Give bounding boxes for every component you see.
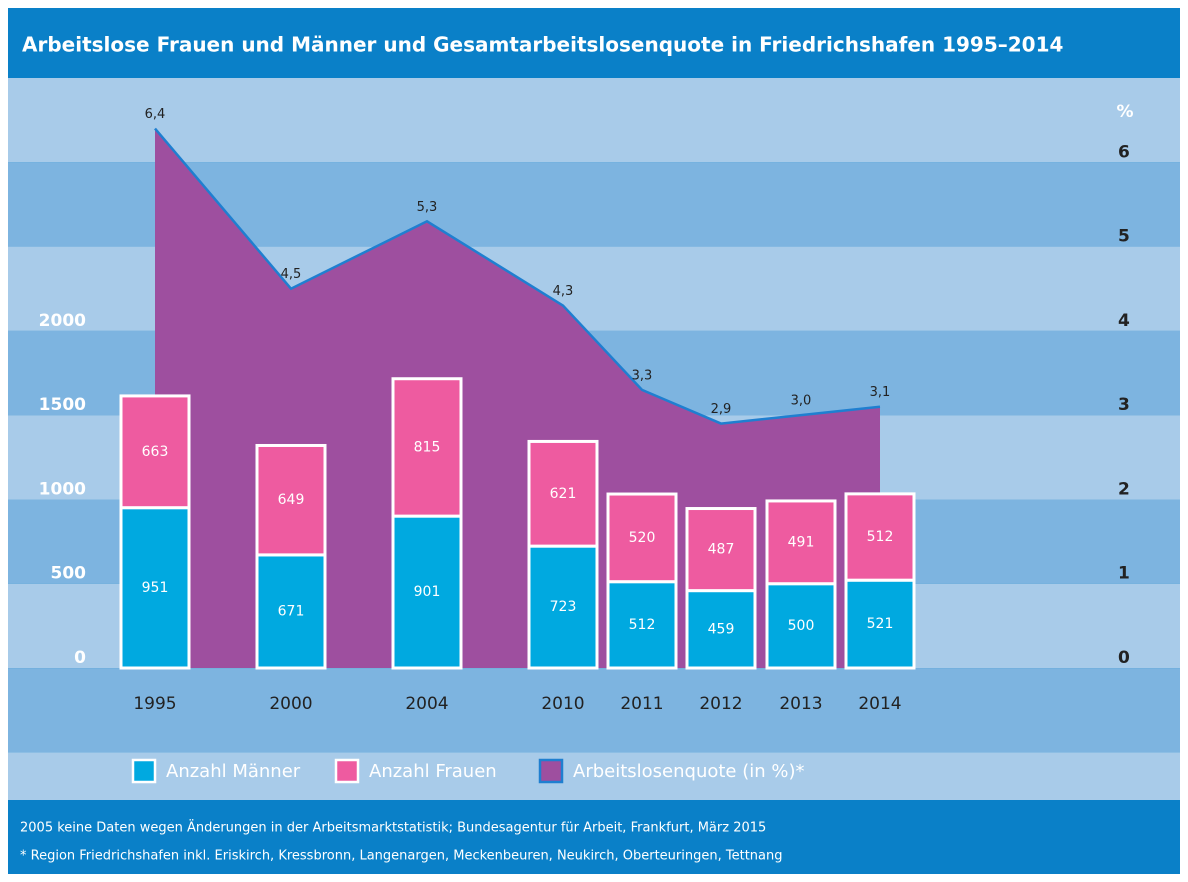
data-label: 621: [550, 486, 577, 502]
x-tick-label: 2000: [269, 694, 312, 714]
legend-swatch: [538, 758, 564, 784]
y-tick-label: 2000: [39, 311, 86, 331]
data-label: 4,3: [553, 284, 574, 299]
legend-swatch: [334, 758, 360, 784]
bar: [606, 580, 678, 670]
y-tick-label: 0: [74, 648, 86, 668]
bar: [765, 499, 837, 586]
x-tick-label: 2014: [858, 694, 901, 714]
bar: [119, 394, 191, 510]
x-tick-label: 2013: [779, 694, 822, 714]
legend-label: Arbeitslosenquote (in %)*: [573, 761, 805, 782]
data-label: 5,3: [417, 200, 438, 215]
y2-axis-label: %: [1116, 102, 1133, 122]
data-label: 3,0: [791, 394, 812, 409]
bar: [685, 507, 757, 593]
chart-title: Arbeitslose Frauen und Männer und Gesamt…: [22, 33, 1063, 57]
band: [8, 78, 1180, 163]
note: 2005 keine Daten wegen Änderungen in der…: [20, 820, 766, 836]
bar: [844, 492, 916, 582]
data-label: 951: [142, 580, 169, 596]
note: * Region Friedrichshafen inkl. Eriskirch…: [20, 849, 783, 864]
data-label: 512: [867, 529, 894, 545]
y2-tick-label: 5: [1118, 227, 1130, 247]
x-tick-label: 1995: [133, 694, 176, 714]
y2-tick-label: 0: [1118, 648, 1130, 668]
bar: [765, 582, 837, 670]
bar: [606, 492, 678, 584]
y2-tick-label: 6: [1118, 142, 1130, 162]
legend-label: Anzahl Männer: [166, 761, 301, 782]
data-label: 3,1: [870, 385, 891, 400]
bar: [527, 544, 599, 670]
data-label: 2,9: [711, 402, 732, 417]
y-tick-label: 500: [51, 564, 87, 584]
data-label: 520: [629, 530, 656, 546]
data-label: 649: [278, 492, 305, 508]
x-tick-label: 2011: [620, 694, 663, 714]
legend-label: Anzahl Frauen: [369, 761, 497, 782]
legend-swatch: [131, 758, 157, 784]
data-label: 6,4: [145, 107, 166, 122]
area-line: [154, 127, 881, 425]
x-tick-label: 2012: [699, 694, 742, 714]
data-label: 487: [708, 542, 735, 558]
bar: [255, 553, 327, 670]
data-label: 512: [629, 617, 656, 633]
data-label: 500: [788, 618, 815, 634]
data-label: 723: [550, 599, 577, 615]
data-label: 671: [278, 603, 305, 619]
data-label: 815: [414, 439, 441, 455]
data-label: 901: [414, 584, 441, 600]
y2-tick-label: 3: [1118, 395, 1130, 415]
y2-tick-label: 4: [1118, 311, 1130, 331]
data-label: 521: [867, 616, 894, 632]
data-label: 459: [708, 621, 735, 637]
data-label: 491: [788, 534, 815, 550]
bar: [119, 506, 191, 670]
data-label: 4,5: [281, 267, 302, 282]
bar: [527, 439, 599, 548]
y-tick-label: 1000: [39, 479, 86, 499]
y2-tick-label: 2: [1118, 479, 1130, 499]
y2-tick-label: 1: [1118, 564, 1130, 584]
x-tick-label: 2004: [405, 694, 448, 714]
data-label: 3,3: [632, 368, 653, 383]
band: [8, 752, 1180, 800]
bar: [844, 578, 916, 670]
data-label: 663: [142, 444, 169, 460]
band: [8, 668, 1180, 753]
y-tick-label: 1500: [39, 395, 86, 415]
bar: [255, 443, 327, 557]
bar: [391, 377, 463, 518]
x-tick-label: 2010: [541, 694, 584, 714]
